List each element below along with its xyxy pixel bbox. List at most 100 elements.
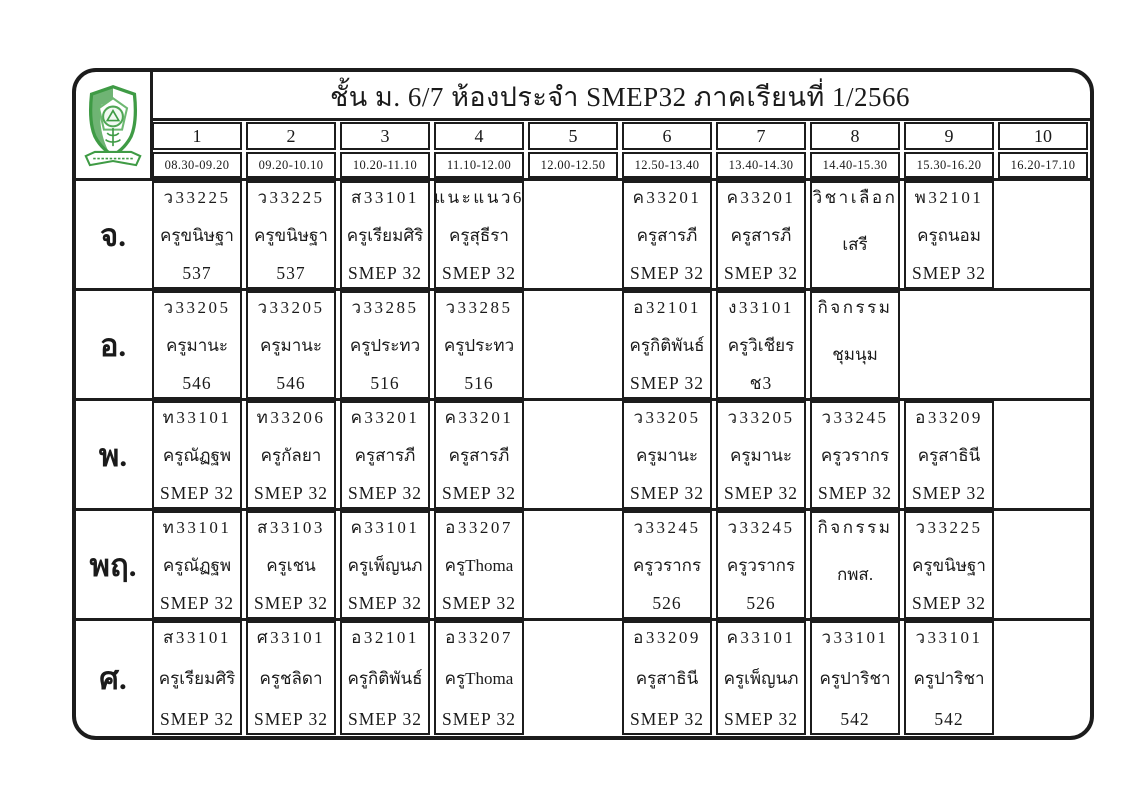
cell-teacher: ครูขนิษฐา: [254, 225, 328, 245]
period-number-cell: 7: [716, 122, 806, 150]
cell-teacher: ครูประทว: [349, 335, 421, 355]
day-label: ศ.: [99, 661, 127, 696]
cell-subject-code: ว33245: [821, 408, 889, 427]
schedule-cell: อ33209 ครูสาธินี SMEP 32: [622, 621, 712, 735]
schedule-cell: ว33205 ครูมานะ 546: [246, 291, 336, 399]
schedule-cell: อ32101 ครูกิติพันธ์ SMEP 32: [622, 291, 712, 399]
cell-subject-code: ว33245: [633, 518, 701, 537]
cell-room: SMEP 32: [160, 708, 234, 729]
schedule-cell: ค33201 ครูสารภี SMEP 32: [340, 401, 430, 509]
cell-room: SMEP 32: [912, 482, 986, 503]
cell-room: 526: [746, 592, 776, 613]
cell-teacher: ครูขนิษฐา: [912, 555, 986, 575]
cell-room: SMEP 32: [348, 262, 422, 283]
cell-teacher: ครูมานะ: [635, 445, 698, 465]
cell-room: SMEP 32: [348, 592, 422, 613]
cell-room: SMEP 32: [442, 262, 516, 283]
cell-room: 516: [464, 372, 494, 393]
cell-teacher: ครูชลิดา: [259, 668, 323, 688]
logo-column-divider: [150, 72, 153, 180]
cell-subject-code: ว33101: [821, 628, 889, 647]
day-label: อ.: [99, 328, 127, 363]
period-number-cell: 10: [998, 122, 1088, 150]
title-underline: [150, 118, 1090, 121]
cell-subject-code: ส33101: [351, 188, 419, 207]
schedule-cell: ค33201 ครูสารภี SMEP 32: [622, 181, 712, 289]
cell-subject-code: ค33201: [350, 408, 420, 427]
cell-subject-code: ว33101: [915, 628, 983, 647]
timetable-sheet: ชั้น ม. 6/7 ห้องประจำ SMEP32 ภาคเรียนที่…: [72, 68, 1094, 740]
cell-subject-code: แนะแนว6: [434, 188, 524, 207]
schedule-cell: วิชาเลือก เสรี: [810, 181, 900, 289]
cell-subject-code: ว33225: [163, 188, 231, 207]
cell-room: 546: [276, 372, 306, 393]
schedule-cell: ว33225 ครูขนิษฐา 537: [246, 181, 336, 289]
cell-subject-code: อ32101: [633, 298, 701, 317]
cell-teacher: ครูวรากร: [726, 555, 796, 575]
row-separator: [76, 178, 1090, 181]
cell-teacher: ครูThoma: [444, 668, 514, 688]
schedule-cell: ท33101 ครูณัฏฐพ SMEP 32: [152, 511, 242, 619]
period-number-cell: 8: [810, 122, 900, 150]
schedule-cell: ท33206 ครูกัลยา SMEP 32: [246, 401, 336, 509]
cell-subject-code: อ33207: [445, 518, 513, 537]
cell-room: SMEP 32: [912, 592, 986, 613]
schedule-cell: ค33101 ครูเพ็ญนภ SMEP 32: [716, 621, 806, 735]
cell-room: SMEP 32: [254, 482, 328, 503]
cell-subject-code: ท33206: [256, 408, 326, 427]
cell-room: SMEP 32: [442, 708, 516, 729]
cell-teacher: ครูวรากร: [820, 445, 890, 465]
cell-subject-code: ว33225: [257, 188, 325, 207]
schedule-cell: ว33245 ครูวรากร 526: [622, 511, 712, 619]
schedule-cell: พ32101 ครูถนอม SMEP 32: [904, 181, 994, 289]
cell-teacher: ครูสารภี: [730, 225, 792, 245]
cell-teacher: ครูมานะ: [729, 445, 792, 465]
period-number-cell: 5: [528, 122, 618, 150]
cell-subject-code: กิจกรรม: [817, 518, 893, 537]
schedule-cell: อ33209 ครูสาธินี SMEP 32: [904, 401, 994, 509]
cell-room: SMEP 32: [442, 592, 516, 613]
period-time-cell: 13.40-14.30: [716, 152, 806, 178]
cell-subject-code: ว33225: [915, 518, 983, 537]
cell-teacher: ครูณัฏฐพ: [162, 445, 232, 465]
cell-room: 546: [182, 372, 212, 393]
cell-subject-code: ค33101: [350, 518, 420, 537]
cell-room: SMEP 32: [348, 708, 422, 729]
cell-subject-code: ค33201: [632, 188, 702, 207]
schedule-cell: ศ33101 ครูชลิดา SMEP 32: [246, 621, 336, 735]
day-label: จ.: [100, 218, 126, 253]
cell-room: SMEP 32: [912, 262, 986, 283]
schedule-cell: ง33101 ครูวิเชียร ช3: [716, 291, 806, 399]
row-separator: [76, 508, 1090, 511]
cell-teacher: ครูวิเชียร: [727, 335, 795, 355]
period-time-cell: 11.10-12.00: [434, 152, 524, 178]
schedule-cell: ส33103 ครูเชน SMEP 32: [246, 511, 336, 619]
cell-subject-code: อ33207: [445, 628, 513, 647]
cell-room: 542: [934, 708, 964, 729]
cell-teacher: กพส.: [836, 564, 874, 584]
cell-teacher: ครูเชน: [266, 555, 316, 575]
cell-teacher: ครูสารภี: [354, 445, 416, 465]
cell-room: SMEP 32: [254, 708, 328, 729]
cell-subject-code: ว33205: [257, 298, 325, 317]
row-separator: [76, 398, 1090, 401]
schedule-cell: ค33201 ครูสารภี SMEP 32: [434, 401, 524, 509]
cell-subject-code: วิชาเลือก: [812, 188, 898, 207]
cell-subject-code: อ32101: [351, 628, 419, 647]
cell-teacher: ครูThoma: [444, 555, 514, 575]
cell-subject-code: ว33205: [633, 408, 701, 427]
cell-subject-code: ว33205: [727, 408, 795, 427]
schedule-cell: อ33207 ครูThoma SMEP 32: [434, 621, 524, 735]
schedule-cell: ว33285 ครูประทว 516: [434, 291, 524, 399]
cell-teacher: ครูกิติพันธ์: [347, 668, 423, 688]
cell-teacher: ครูถนอม: [917, 225, 981, 245]
cell-teacher: ครูสาธินี: [635, 668, 699, 688]
schedule-cell: ว33205 ครูมานะ SMEP 32: [716, 401, 806, 509]
schedule-cell: ว33205 ครูมานะ SMEP 32: [622, 401, 712, 509]
day-label: พฤ.: [89, 548, 137, 583]
school-logo: [76, 76, 150, 180]
cell-subject-code: กิจกรรม: [817, 298, 893, 317]
schedule-cell: ว33101 ครูปาริชา 542: [810, 621, 900, 735]
cell-subject-code: ส33103: [257, 518, 325, 537]
cell-room: 537: [182, 262, 212, 283]
